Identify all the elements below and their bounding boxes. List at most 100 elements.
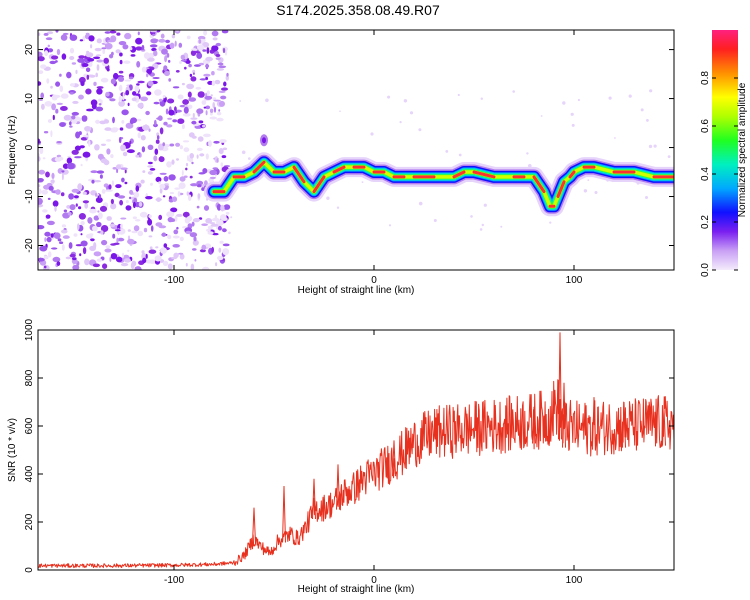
heatmap-noise-cell xyxy=(125,200,129,204)
heatmap-noise-cell xyxy=(203,106,207,109)
heatmap-noise-cell xyxy=(148,235,153,238)
heatmap-noise-cell xyxy=(149,246,153,250)
heatmap-noise-cell xyxy=(148,249,157,254)
heatmap-noise-cell xyxy=(125,90,130,96)
heatmap-noise-cell xyxy=(96,258,103,262)
heatmap-noise-cell xyxy=(148,161,153,165)
heatmap-noise-cell xyxy=(46,220,55,226)
colorbar-tick-label: 0.0 xyxy=(700,263,711,277)
heatmap-ridge-peak xyxy=(532,175,546,194)
heatmap-noise-cell xyxy=(148,81,154,86)
heatmap-noise-cell xyxy=(172,119,178,123)
heatmap-noise-cell xyxy=(82,151,91,158)
heatmap-noise-cell xyxy=(159,127,164,135)
heatmap-noise-cell xyxy=(186,35,191,40)
heatmap-faint-cell xyxy=(608,96,612,100)
heatmap-noise-cell xyxy=(135,46,143,51)
heatmap-noise-cell xyxy=(95,54,102,57)
heatmap-noise-cell xyxy=(66,71,72,79)
heatmap-noise-cell xyxy=(179,60,182,65)
heatmap-noise-cell xyxy=(106,139,112,142)
heatmap-noise-cell xyxy=(121,120,125,124)
heatmap-noise-cell xyxy=(127,102,130,107)
snr-spike xyxy=(592,397,596,450)
heatmap-noise-cell xyxy=(145,110,150,116)
heatmap-noise-cell xyxy=(178,182,186,189)
heatmap-noise-cell xyxy=(143,227,148,233)
heatmap-noise-cell xyxy=(71,149,79,155)
heatmap-noise-cell xyxy=(137,102,144,109)
heatmap-noise-cell xyxy=(47,48,54,53)
chart-title: S174.2025.358.08.49.R07 xyxy=(276,2,440,18)
heatmap-noise-cell xyxy=(112,167,117,170)
heatmap-faint-cell xyxy=(528,164,532,168)
heatmap-noise-cell xyxy=(205,56,213,62)
heatmap-noise-cell xyxy=(124,32,132,40)
heatmap-faint-cell xyxy=(418,201,423,206)
heatmap-noise-cell xyxy=(159,187,163,194)
heatmap-noise-cell xyxy=(38,188,42,195)
heatmap-noise-cell xyxy=(201,244,207,250)
heatmap-noise-cell xyxy=(212,37,218,41)
heatmap-noise-cell xyxy=(65,256,72,260)
heatmap-noise-cell xyxy=(78,206,82,210)
heatmap-noise-cell xyxy=(92,263,100,268)
heatmap-noise-cell xyxy=(197,136,204,142)
heatmap-noise-cell xyxy=(169,143,175,147)
heatmap-noise-cell xyxy=(92,225,98,232)
y-tick-label: 800 xyxy=(24,369,35,386)
heatmap-noise-cell xyxy=(183,147,190,153)
heatmap-noise-cell xyxy=(225,75,229,81)
y-tick-label: 200 xyxy=(24,513,35,530)
heatmap-noise-cell xyxy=(110,253,118,260)
heatmap-noise-cell xyxy=(166,53,170,58)
heatmap-noise-cell xyxy=(104,127,112,131)
heatmap-noise-cell xyxy=(136,83,140,86)
heatmap-noise-cell xyxy=(56,141,62,144)
heatmap-noise-cell xyxy=(78,94,84,100)
heatmap-noise-cell xyxy=(147,218,153,226)
heatmap-noise-cell xyxy=(155,176,162,183)
heatmap-noise-cell xyxy=(69,121,72,126)
heatmap-noise-cell xyxy=(118,96,123,103)
heatmap-noise-cell xyxy=(119,127,124,131)
heatmap-noise-cell xyxy=(40,64,47,69)
heatmap-noise-cell xyxy=(82,134,89,138)
heatmap-noise-cell xyxy=(80,163,83,167)
heatmap-noise-cell xyxy=(165,108,169,115)
heatmap-noise-cell xyxy=(211,71,215,76)
heatmap-noise-cell xyxy=(149,168,156,171)
heatmap-noise-cell xyxy=(145,196,153,200)
y-tick-label: -10 xyxy=(24,189,35,204)
heatmap-noise-cell xyxy=(162,95,166,99)
heatmap-faint-cell xyxy=(646,119,649,122)
heatmap-noise-cell xyxy=(38,184,41,188)
heatmap-noise-cell xyxy=(91,103,97,110)
heatmap-noise-cell xyxy=(123,258,131,263)
heatmap-noise-cell xyxy=(189,232,198,238)
heatmap-noise-cell xyxy=(48,185,54,191)
heatmap-noise-cell xyxy=(171,159,175,165)
heatmap-noise-cell xyxy=(196,147,203,151)
heatmap-noise-cell xyxy=(109,98,116,102)
heatmap-noise-cell xyxy=(86,108,94,112)
heatmap-noise-cell xyxy=(69,56,75,60)
heatmap-noise-cell xyxy=(215,262,218,267)
heatmap-noise-cell xyxy=(50,233,54,238)
heatmap-noise-cell xyxy=(203,30,208,36)
heatmap-noise-cell xyxy=(60,34,68,41)
snr-y-label: SNR (10 * v/v) xyxy=(7,418,18,482)
heatmap-noise-cell xyxy=(102,49,106,54)
heatmap-noise-cell xyxy=(192,239,199,246)
heatmap-noise-cell xyxy=(167,98,175,104)
heatmap-noise-cell xyxy=(72,257,77,261)
heatmap-noise-cell xyxy=(196,184,202,188)
heatmap-noise-cell xyxy=(190,183,198,187)
heatmap-noise-cell xyxy=(173,252,179,258)
heatmap-noise-cell xyxy=(197,193,201,199)
heatmap-noise-cell xyxy=(171,34,176,39)
heatmap-noise-cell xyxy=(210,112,213,116)
heatmap-noise-cell xyxy=(116,168,119,174)
heatmap-noise-cell xyxy=(38,257,45,262)
